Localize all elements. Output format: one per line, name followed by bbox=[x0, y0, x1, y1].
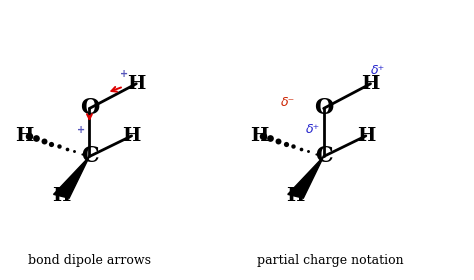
Text: δ⁺: δ⁺ bbox=[370, 64, 385, 77]
Text: δ⁺: δ⁺ bbox=[306, 123, 320, 136]
Text: bond dipole arrows: bond dipole arrows bbox=[28, 254, 151, 267]
Text: O: O bbox=[314, 97, 333, 120]
Text: partial charge notation: partial charge notation bbox=[257, 254, 404, 267]
Polygon shape bbox=[288, 157, 324, 198]
Text: H: H bbox=[122, 127, 141, 145]
Text: H: H bbox=[356, 127, 375, 145]
Text: O: O bbox=[80, 97, 99, 120]
Text: H: H bbox=[52, 187, 71, 205]
Text: +: + bbox=[119, 69, 128, 79]
Text: C: C bbox=[315, 146, 332, 167]
Text: H: H bbox=[16, 127, 34, 145]
Text: H: H bbox=[361, 75, 380, 93]
Text: C: C bbox=[81, 146, 98, 167]
Text: H: H bbox=[127, 75, 146, 93]
Text: +: + bbox=[77, 125, 85, 135]
Text: H: H bbox=[250, 127, 268, 145]
Text: δ⁻: δ⁻ bbox=[281, 96, 295, 109]
Polygon shape bbox=[54, 157, 90, 198]
Text: H: H bbox=[286, 187, 305, 205]
